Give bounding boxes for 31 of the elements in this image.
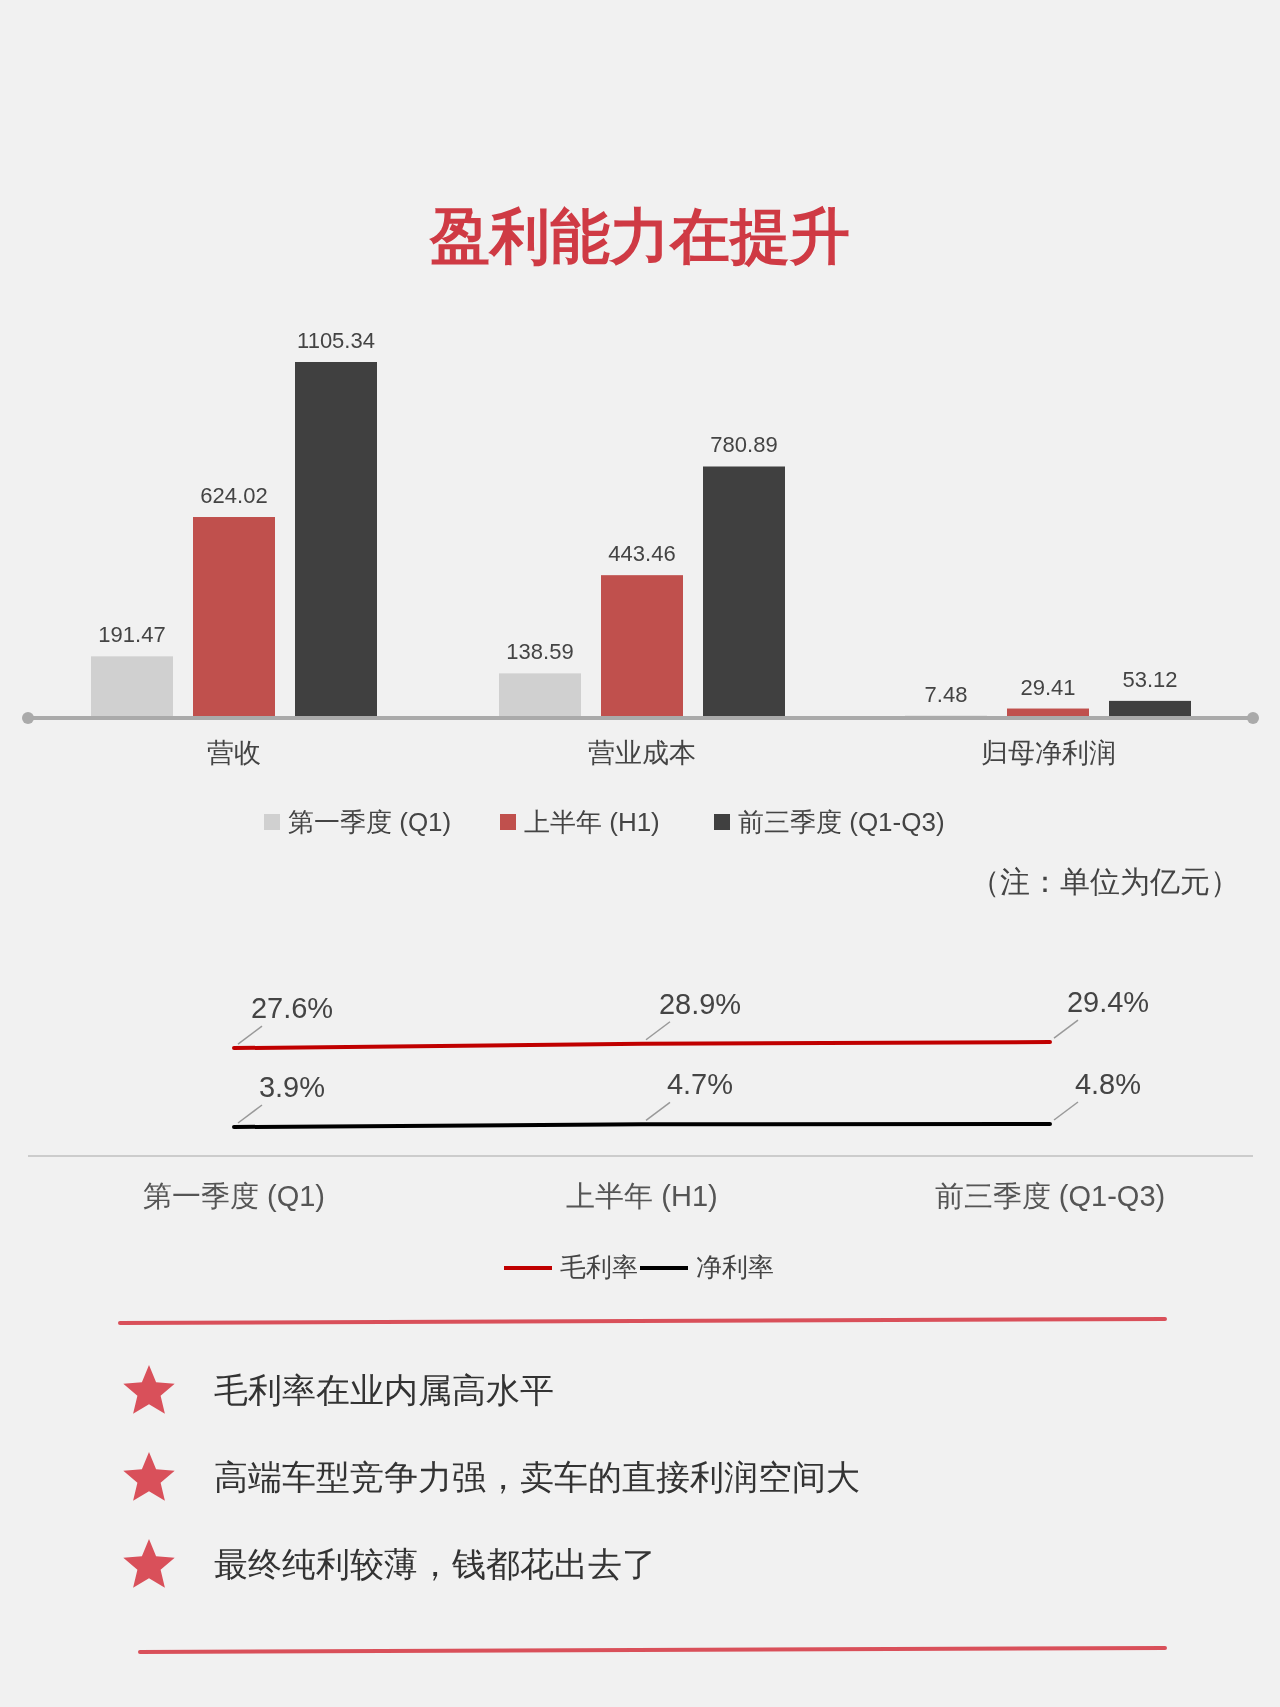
text: 毛利率在业内属高水平: [214, 1371, 554, 1409]
text: 高端车型竞争力强，卖车的直接利润空间大: [214, 1458, 860, 1496]
data-label: 7.48: [924, 681, 968, 707]
text: 最终纯利较薄，钱都花出去了: [214, 1545, 656, 1583]
data-label: 27.6%: [250, 992, 334, 1025]
data-label: 1105.34: [297, 328, 375, 353]
legend-label: 上半年 (H1): [524, 807, 660, 837]
data-label: 780.89: [710, 432, 778, 458]
legend-label: 前三季度 (Q1-Q3): [738, 807, 945, 837]
x-tick-label: 营业成本: [588, 738, 696, 768]
data-label: 28.9%: [658, 987, 742, 1020]
x-tick-label: 第一季度 (Q1): [142, 1180, 326, 1212]
data-label: 29.41: [1020, 674, 1076, 700]
x-tick-label: 上半年 (H1): [566, 1180, 718, 1212]
chart-title: 盈利能力在提升: [429, 203, 850, 270]
x-tick-label: 前三季度 (Q1-Q3): [934, 1180, 1166, 1212]
data-label: 191.47: [98, 622, 166, 648]
data-label: 624.02: [200, 483, 268, 509]
text: （注：单位为亿元）: [970, 865, 1240, 898]
x-tick-label: 归母净利润: [980, 738, 1116, 768]
data-label: 29.4%: [1066, 986, 1150, 1019]
legend-label: 毛利率: [560, 1252, 638, 1282]
data-label: 4.8%: [1074, 1068, 1142, 1101]
legend-label: 净利率: [696, 1252, 774, 1282]
data-label: 138.59: [506, 639, 574, 665]
data-label: 443.46: [608, 541, 676, 567]
data-label: 4.7%: [666, 1068, 734, 1101]
x-tick-label: 营收: [207, 738, 261, 768]
data-label: 3.9%: [258, 1071, 326, 1104]
legend-label: 第一季度 (Q1): [288, 807, 452, 837]
data-label: 53.12: [1122, 666, 1178, 692]
